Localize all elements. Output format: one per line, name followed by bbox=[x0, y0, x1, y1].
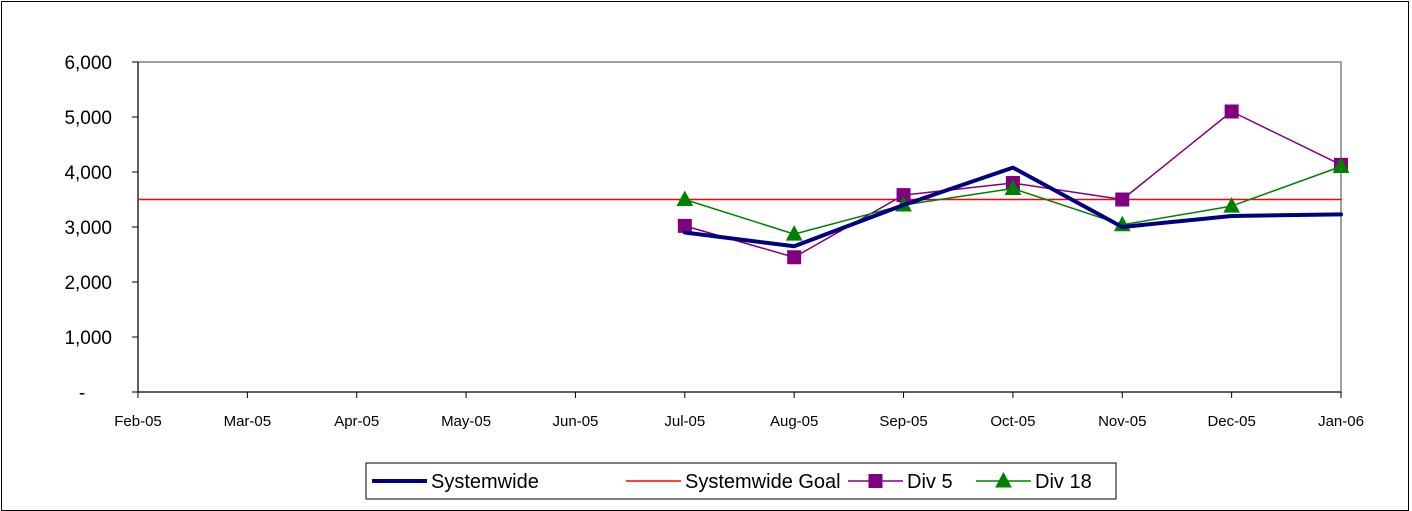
x-tick-label: Apr-05 bbox=[334, 413, 379, 430]
x-tick-label: Jul-05 bbox=[664, 413, 705, 430]
y-tick-label: 5,000 bbox=[64, 108, 112, 129]
y-tick-label: - bbox=[79, 383, 85, 404]
series-layer bbox=[137, 104, 1350, 265]
x-tick-label: May-05 bbox=[441, 413, 491, 430]
y-axis: - 1,000 2,000 3,000 4,000 5,000 6,000 bbox=[64, 53, 139, 404]
y-tick-label: 1,000 bbox=[64, 328, 112, 349]
series-systemwide bbox=[682, 165, 1343, 249]
x-tick-label: Dec-05 bbox=[1207, 413, 1255, 430]
legend-entry: Div 5 bbox=[848, 471, 953, 493]
legend-marker bbox=[868, 474, 883, 488]
y-tick-label: 2,000 bbox=[64, 273, 112, 294]
y-tick-label: 4,000 bbox=[64, 163, 112, 184]
data-point bbox=[1223, 197, 1240, 213]
x-tick-label: Nov-05 bbox=[1098, 413, 1146, 430]
x-tick-label: Oct-05 bbox=[990, 413, 1035, 430]
x-tick-label: Feb-05 bbox=[114, 413, 162, 430]
data-point bbox=[1332, 157, 1350, 173]
y-tick-label: 6,000 bbox=[64, 53, 112, 74]
data-point bbox=[1224, 104, 1239, 119]
legend-label: Div 18 bbox=[1035, 471, 1092, 493]
x-tick-label: Aug-05 bbox=[770, 413, 818, 430]
x-tick-label: Sep-05 bbox=[879, 413, 927, 430]
data-point bbox=[1115, 192, 1130, 207]
data-point bbox=[1004, 179, 1022, 195]
legend-label: Systemwide bbox=[431, 471, 539, 493]
legend-entry: Systemwide Goal bbox=[626, 471, 841, 493]
legend-entry: Div 18 bbox=[976, 471, 1092, 493]
plot-border bbox=[137, 61, 1342, 393]
x-tick-label: Jan-06 bbox=[1318, 413, 1364, 430]
plot-area bbox=[137, 61, 1342, 393]
y-tick-label: 3,000 bbox=[64, 218, 112, 239]
legend-marker bbox=[995, 471, 1012, 488]
data-point bbox=[676, 190, 694, 206]
x-axis: Feb-05 Mar-05 Apr-05 May-05 Jun-05 Jul-05 Aug-… bbox=[114, 391, 1364, 430]
data-point bbox=[677, 218, 692, 233]
data-point bbox=[787, 250, 802, 265]
x-tick-label: Mar-05 bbox=[224, 413, 272, 430]
data-point bbox=[785, 225, 803, 241]
legend-label: Systemwide Goal bbox=[685, 471, 841, 493]
legend-entry: Systemwide bbox=[372, 471, 539, 493]
legend: Systemwide Systemwide Goal Div 5 Div 18 bbox=[365, 462, 1117, 500]
x-tick-label: Jun-05 bbox=[553, 413, 599, 430]
legend-label: Div 5 bbox=[907, 471, 953, 493]
series-line bbox=[682, 165, 1343, 249]
